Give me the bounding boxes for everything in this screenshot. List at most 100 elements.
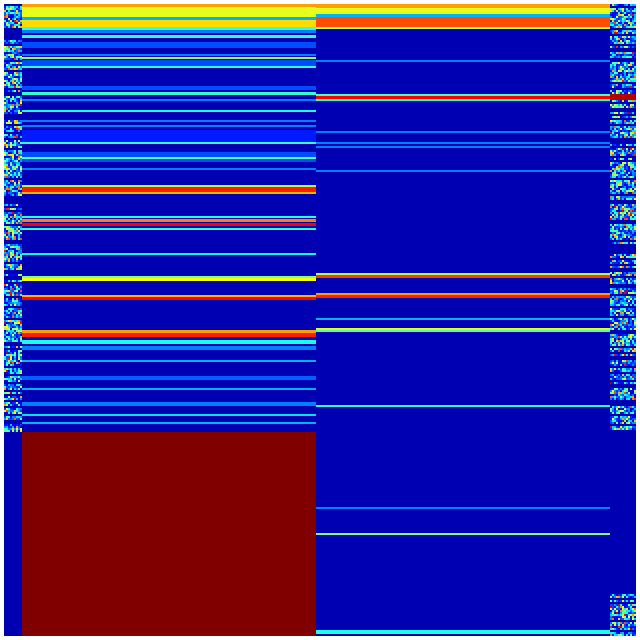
heatmap-cell (6, 8, 8, 10)
heatmap-cell (614, 340, 616, 342)
heatmap-cell (10, 250, 12, 252)
heatmap-cell (616, 324, 618, 326)
heatmap-band (22, 20, 316, 27)
heatmap-cell (10, 6, 12, 8)
heatmap-cell (10, 234, 12, 236)
heatmap-cell (624, 176, 626, 178)
heatmap-cell (4, 14, 6, 16)
heatmap-cell (6, 182, 8, 184)
heatmap-cell (632, 196, 634, 198)
heatmap-cell (610, 408, 612, 410)
heatmap-cell (620, 350, 622, 352)
heatmap-cell (620, 282, 622, 284)
heatmap-cell (4, 64, 6, 66)
heatmap-cell (616, 74, 618, 76)
heatmap-cell (18, 90, 20, 92)
heatmap-cell (16, 54, 18, 56)
heatmap-cell (634, 364, 636, 366)
heatmap-cell (18, 302, 20, 304)
heatmap-cell (610, 354, 612, 356)
heatmap-cell (8, 292, 10, 294)
heatmap-cell (632, 204, 634, 206)
heatmap-cell (612, 168, 614, 170)
heatmap-cell (618, 308, 620, 310)
heatmap-cell (616, 136, 618, 138)
heatmap-cell (18, 286, 20, 288)
heatmap-cell (18, 320, 20, 322)
heatmap-cell (12, 186, 14, 188)
heatmap-cell (8, 6, 10, 8)
heatmap-band (316, 146, 610, 148)
heatmap-cell (610, 26, 612, 28)
heatmap-cell (4, 96, 6, 98)
heatmap-cell (622, 126, 624, 128)
heatmap-cell (634, 608, 636, 610)
heatmap-cell (616, 216, 618, 218)
heatmap-cell (626, 418, 628, 420)
heatmap-cell (14, 136, 16, 138)
heatmap-cell (630, 314, 632, 316)
heatmap-cell (20, 266, 22, 268)
heatmap-cell (610, 30, 612, 32)
heatmap-cell (630, 120, 632, 122)
heatmap-cell (616, 180, 618, 182)
heatmap-cell (10, 384, 12, 386)
heatmap-cell (632, 396, 634, 398)
heatmap-cell (14, 130, 16, 132)
heatmap-cell (4, 338, 6, 340)
heatmap-cell (612, 218, 614, 220)
heatmap-cell (8, 40, 10, 42)
heatmap-cell (616, 336, 618, 338)
heatmap-cell (16, 286, 18, 288)
heatmap-cell (12, 136, 14, 138)
heatmap-cell (612, 150, 614, 152)
heatmap-cell (12, 104, 14, 106)
heatmap-cell (622, 148, 624, 150)
heatmap-cell (14, 218, 16, 220)
heatmap-cell (624, 188, 626, 190)
heatmap-cell (612, 42, 614, 44)
heatmap-cell (18, 260, 20, 262)
heatmap-cell (20, 380, 22, 382)
heatmap-cell (8, 264, 10, 266)
heatmap-cell (628, 416, 630, 418)
heatmap-cell (628, 128, 630, 130)
heatmap-cell (630, 326, 632, 328)
heatmap-cell (20, 64, 22, 66)
heatmap-cell (622, 198, 624, 200)
heatmap-cell (20, 234, 22, 236)
heatmap-cell (616, 228, 618, 230)
heatmap-cell (628, 300, 630, 302)
heatmap-cell (16, 386, 18, 388)
heatmap-cell (614, 38, 616, 40)
heatmap-cell (612, 174, 614, 176)
heatmap-cell (12, 396, 14, 398)
heatmap-cell (618, 596, 620, 598)
heatmap-cell (4, 68, 6, 70)
heatmap-cell (614, 74, 616, 76)
heatmap-cell (620, 46, 622, 48)
heatmap-cell (620, 600, 622, 602)
heatmap-cell (620, 308, 622, 310)
heatmap-cell (634, 86, 636, 88)
heatmap-cell (628, 132, 630, 134)
heatmap-cell (4, 388, 6, 390)
heatmap-cell (634, 624, 636, 626)
heatmap-cell (20, 184, 22, 186)
heatmap-cell (618, 104, 620, 106)
heatmap-cell (628, 162, 630, 164)
heatmap-cell (8, 150, 10, 152)
heatmap-cell (610, 164, 612, 166)
heatmap-cell (16, 416, 18, 418)
heatmap-cell (624, 106, 626, 108)
heatmap-cell (632, 198, 634, 200)
heatmap-cell (6, 128, 8, 130)
heatmap-cell (14, 352, 16, 354)
heatmap-cell (620, 10, 622, 12)
heatmap-cell (626, 42, 628, 44)
heatmap-cell (632, 368, 634, 370)
heatmap-band (316, 60, 610, 62)
heatmap-cell (620, 174, 622, 176)
heatmap-cell (610, 326, 612, 328)
heatmap-cell (614, 354, 616, 356)
